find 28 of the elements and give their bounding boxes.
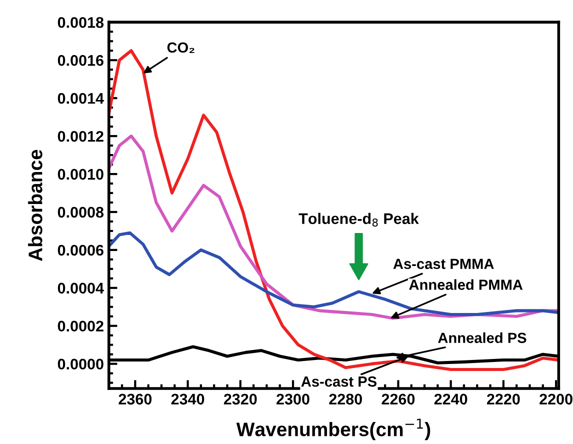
x-tick-label: 2280 [329,394,362,405]
x-tick-label: 2340 [171,394,204,405]
y-tick-label: 0.0000 [58,358,104,370]
annotation: CO₂ [167,42,194,53]
x-tick-label: 2300 [276,394,310,405]
annotation: Annealed PMMA [409,279,523,290]
x-tick-label: 2260 [382,394,415,405]
y-tick-label: 0.0016 [58,55,104,66]
y-tick-label: 0.0002 [58,320,104,332]
y-tick-label: 0.0008 [58,206,104,218]
annotation: As-cast PMMA [393,258,494,270]
y-tick-label: 0.0004 [58,282,104,294]
y-tick-label: 0.0010 [58,168,104,180]
y-tick-label: 0.0014 [58,92,104,104]
y-tick-label: 0.0012 [58,130,104,142]
x-tick-label: 2240 [434,394,468,405]
x-tick-label: 2200 [540,394,572,405]
y-tick-label: 0.0006 [58,244,104,256]
x-tick-label: 2220 [486,394,520,405]
x-tick-label: 2320 [224,394,257,405]
x-axis-title: Wavenumbers(cm$^{−1}$) [236,418,430,440]
annotation: Annealed PS [438,332,526,344]
annotation: Toluene-d$_{8}$ Peak [298,212,419,227]
y-tick-label: 0.0018 [58,17,104,28]
x-tick-label: 2360 [118,394,152,405]
annotation: As-cast PS [301,376,377,387]
y-axis-title: Absorbance [28,150,42,262]
line-series [108,231,559,316]
